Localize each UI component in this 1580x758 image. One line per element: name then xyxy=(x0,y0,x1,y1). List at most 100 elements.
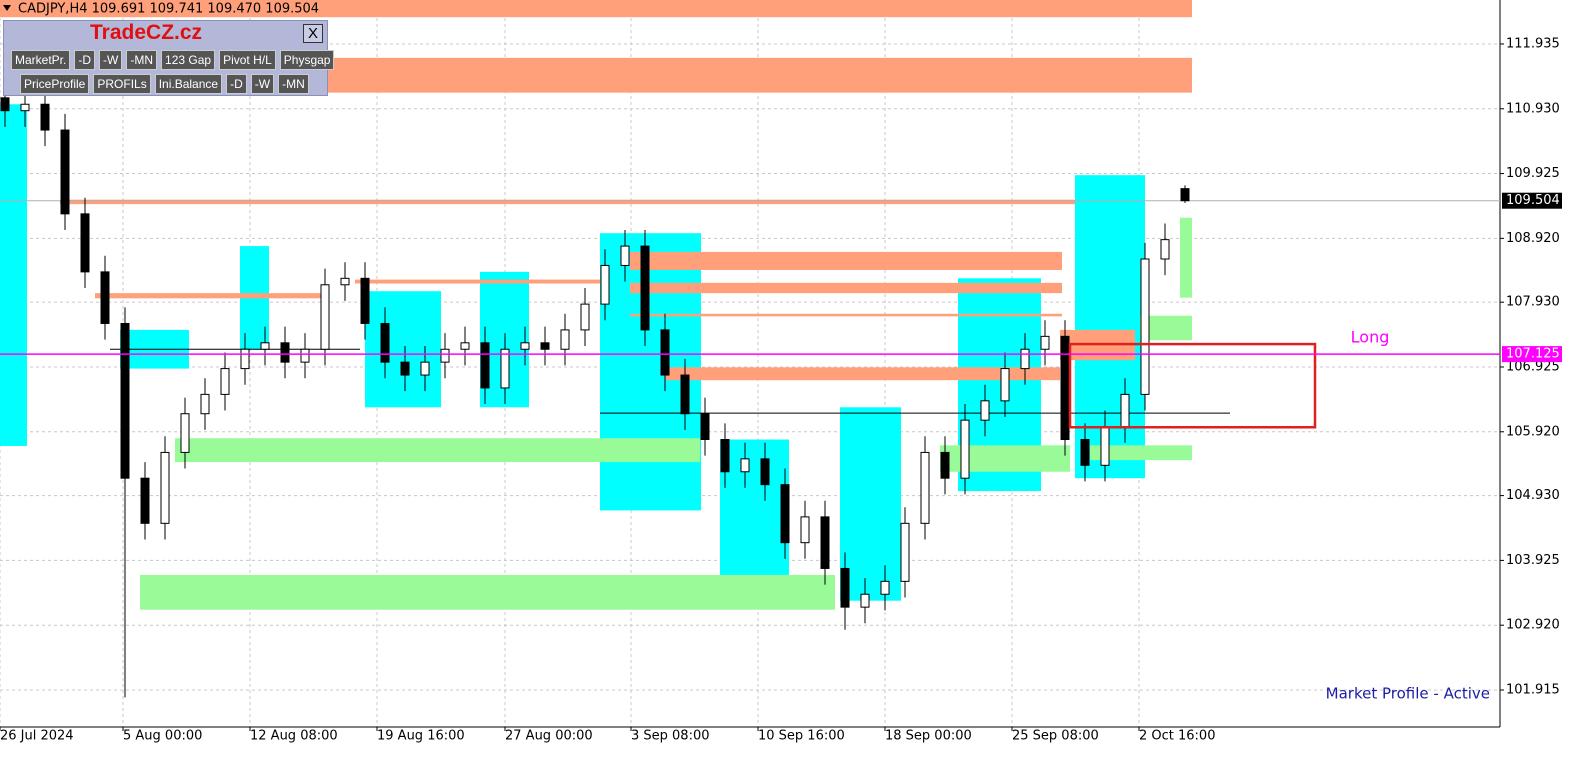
candle-body xyxy=(800,516,810,544)
x-tick-label: 5 Aug 00:00 xyxy=(123,729,202,744)
volume-profile xyxy=(840,407,901,601)
toolbar-button[interactable]: -MN xyxy=(126,50,158,70)
x-tick-label: 12 Aug 08:00 xyxy=(250,729,338,744)
volume-profile xyxy=(0,104,27,446)
toolbar-button[interactable]: -W xyxy=(99,50,123,70)
x-tick-label: 10 Sep 16:00 xyxy=(758,729,845,744)
candle-body xyxy=(1140,258,1150,395)
candle-body xyxy=(380,322,390,363)
zone xyxy=(940,445,1070,472)
toolbar-button[interactable]: Physgap xyxy=(279,50,335,70)
volume-profile xyxy=(720,439,789,588)
x-tick-label: 18 Sep 00:00 xyxy=(885,729,972,744)
zone xyxy=(0,0,1192,18)
toolbar-button[interactable]: PriceProfile xyxy=(20,74,90,94)
candle-body xyxy=(920,451,930,524)
candle-body xyxy=(220,368,230,395)
close-button[interactable]: X xyxy=(303,24,323,43)
toolbar-button[interactable]: Ini.Balance xyxy=(154,74,223,94)
y-tick-label: 103.925 xyxy=(1506,553,1560,568)
y-tick-label: 102.920 xyxy=(1506,618,1560,633)
candle-body xyxy=(820,516,830,569)
toolbar-button[interactable]: -MN xyxy=(278,74,309,94)
candle-body xyxy=(400,361,410,376)
zone xyxy=(665,367,1060,381)
y-tick-label: 107.930 xyxy=(1506,295,1560,310)
y-tick-label: 101.915 xyxy=(1506,682,1560,697)
candle-body xyxy=(60,129,70,215)
candle-body xyxy=(1000,368,1010,402)
candle-body xyxy=(200,393,210,415)
x-tick-label: 19 Aug 16:00 xyxy=(377,729,465,744)
candle-body xyxy=(240,348,250,370)
candle-body xyxy=(180,413,190,453)
candle-body xyxy=(80,213,90,273)
level-label-bg xyxy=(1502,346,1562,363)
candle-body xyxy=(1060,335,1070,441)
candle-body xyxy=(480,342,490,389)
x-tick-label: 25 Sep 08:00 xyxy=(1012,729,1099,744)
candle-body xyxy=(140,477,150,524)
y-tick-label: 104.930 xyxy=(1506,488,1560,503)
candle-body xyxy=(740,458,750,473)
bid-label-bg xyxy=(1502,192,1562,209)
toolbar-button[interactable]: Pivot H/L xyxy=(219,50,276,70)
zone xyxy=(140,574,835,610)
candle-body xyxy=(1080,439,1090,466)
candle-body xyxy=(560,329,570,350)
candle-body xyxy=(1040,335,1050,350)
level-label: 107.125 xyxy=(1506,347,1560,362)
candle-body xyxy=(620,245,630,266)
toolbar-button[interactable]: 123 Gap xyxy=(161,50,216,70)
bid-label: 109.504 xyxy=(1506,193,1560,208)
toolbar-button[interactable]: -W xyxy=(250,74,275,94)
candle-body xyxy=(960,419,970,479)
candle-body xyxy=(1160,239,1170,260)
candle-body xyxy=(500,348,510,389)
toolbar-button[interactable]: PROFILs xyxy=(93,74,151,94)
background-layer xyxy=(0,0,1500,727)
candle-body xyxy=(1020,348,1030,370)
candle-body xyxy=(160,451,170,524)
y-tick-label: 106.925 xyxy=(1506,359,1560,374)
candle-body xyxy=(1120,393,1130,428)
candle-body xyxy=(840,567,850,608)
candle-body xyxy=(40,103,50,131)
y-tick-label: 110.930 xyxy=(1506,101,1560,116)
candle-body xyxy=(580,303,590,331)
zone xyxy=(355,279,600,284)
candle-body xyxy=(120,322,130,479)
signal-box xyxy=(1068,342,1317,429)
candle-body xyxy=(860,593,870,608)
status-text: Market Profile - Active xyxy=(1326,685,1490,703)
candle-body xyxy=(640,245,650,331)
toolbar-button[interactable]: MarketPr. xyxy=(11,50,71,70)
candle-body xyxy=(460,342,470,350)
zone xyxy=(1090,445,1192,461)
candle-body xyxy=(1180,188,1190,202)
zone xyxy=(630,313,1062,317)
header-arrow xyxy=(3,5,11,11)
candle-body xyxy=(660,329,670,376)
chart-header: CADJPY,H4 109.691 109.741 109.470 109.50… xyxy=(18,2,319,17)
long-level-text: Long xyxy=(1351,328,1390,347)
button-row: PriceProfile PROFILs Ini.Balance -D -W -MN xyxy=(20,74,309,94)
toolbar-button[interactable]: -D xyxy=(74,50,96,70)
candle-body xyxy=(100,271,110,324)
candle-body xyxy=(540,342,550,350)
candle-body xyxy=(440,348,450,363)
candle-body xyxy=(700,413,710,441)
candle-body xyxy=(420,361,430,376)
candle-body xyxy=(260,342,270,350)
candle-body xyxy=(20,103,30,112)
candle-body xyxy=(340,277,350,286)
zone xyxy=(175,438,700,463)
x-tick-label: 2 Oct 16:00 xyxy=(1139,729,1215,744)
candle-body xyxy=(1100,426,1110,466)
zone xyxy=(630,251,1062,270)
toolbar: TradeCZ.cz X MarketPr. -D -W -MN 123 Gap Pivo… xyxy=(3,20,335,96)
candle-body xyxy=(300,348,310,363)
toolbar-button[interactable]: -D xyxy=(226,74,247,94)
